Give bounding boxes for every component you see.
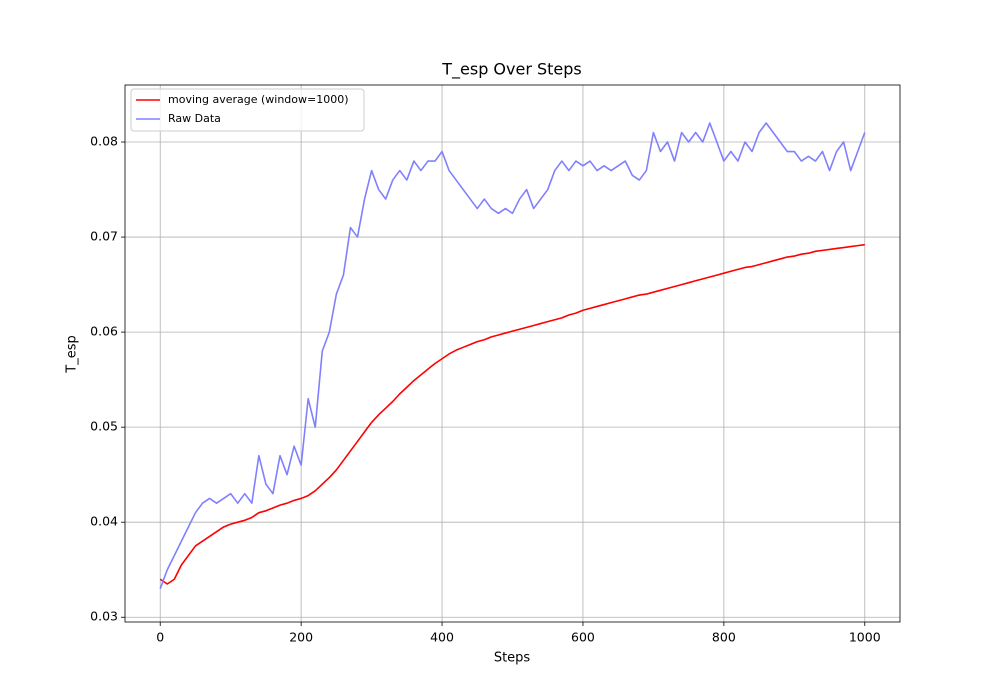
x-tick-label: 800 — [712, 630, 736, 645]
y-tick-label: 0.03 — [90, 609, 118, 624]
x-tick-label: 0 — [156, 630, 164, 645]
x-tick-label: 400 — [430, 630, 454, 645]
y-axis-label: T_esp — [65, 335, 80, 373]
data-line — [159, 122, 866, 590]
x-tick-label: 1000 — [849, 630, 881, 645]
y-tick-label: 0.08 — [90, 134, 118, 149]
x-tick-label: 200 — [289, 630, 313, 645]
data-line — [159, 243, 865, 585]
y-tick-label: 0.06 — [90, 324, 118, 339]
legend: moving average (window=1000) Raw Data — [130, 88, 365, 132]
y-tick-label: 0.04 — [90, 514, 118, 529]
legend-box — [130, 88, 365, 132]
y-tick-label: 0.07 — [90, 229, 118, 244]
chart-title: T_esp Over Steps — [441, 60, 582, 80]
legend-label: Raw Data — [168, 112, 221, 125]
x-tick-label: 600 — [571, 630, 595, 645]
y-tick-label: 0.05 — [90, 419, 118, 434]
legend-label: moving average (window=1000) — [168, 93, 349, 106]
plot-frame — [124, 84, 901, 623]
x-axis-label: Steps — [494, 651, 531, 666]
